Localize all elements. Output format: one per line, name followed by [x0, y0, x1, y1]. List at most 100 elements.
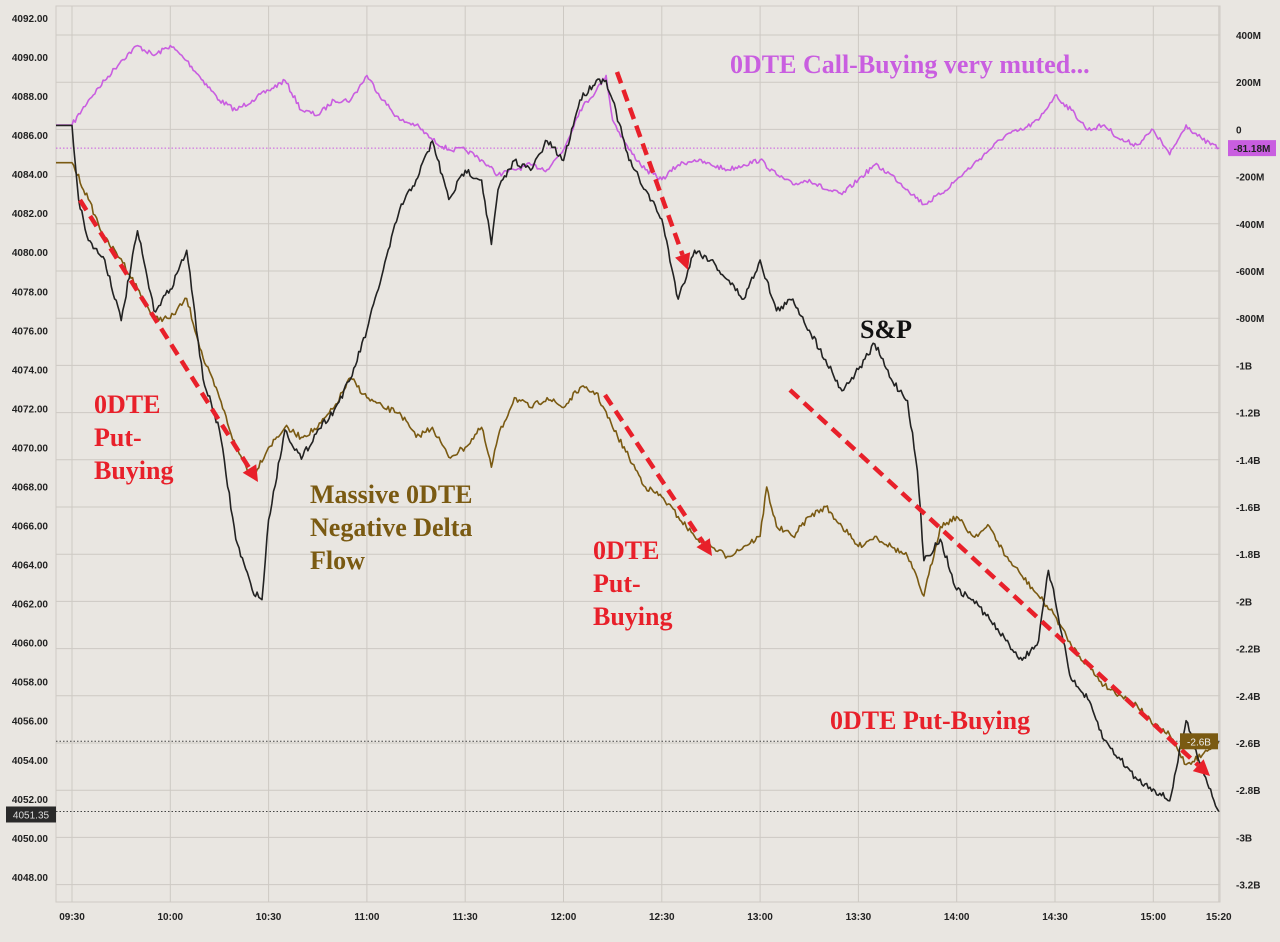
annotation-text: S&P [860, 315, 912, 344]
delta-last-value-text: -2.6B [1187, 737, 1211, 748]
x-tick-label: 10:00 [158, 912, 184, 923]
x-tick-label: 11:30 [453, 912, 478, 923]
left-tick-label: 4080.00 [12, 248, 49, 259]
annotation-line: Flow [310, 546, 365, 575]
left-tick-label: 4056.00 [12, 717, 49, 728]
right-tick-label: -2.2B [1236, 645, 1260, 656]
right-tick-label: -800M [1236, 314, 1264, 325]
annotation-line: Buying [94, 456, 174, 485]
left-tick-label: 4092.00 [12, 14, 49, 25]
left-tick-label: 4052.00 [12, 795, 49, 806]
x-tick-label: 12:00 [551, 912, 577, 923]
right-tick-label: -400M [1236, 220, 1264, 231]
left-tick-label: 4054.00 [12, 756, 49, 767]
x-tick-label: 15:00 [1141, 912, 1167, 923]
arrow-head-icon [242, 464, 258, 482]
left-tick-label: 4048.00 [12, 873, 49, 884]
red-dashed-arrow [788, 388, 1200, 767]
right-tick-label: -200M [1236, 173, 1264, 184]
right-tick-label: -2.6B [1236, 739, 1260, 750]
annotation-text: 0DTE Put- Buying [593, 536, 673, 631]
annotation-line: 0DTE Call-Buying very muted... [730, 50, 1090, 79]
delta-flow-line [56, 161, 1220, 766]
right-tick-label: -3.2B [1236, 881, 1260, 892]
annotation-text: 0DTE Call-Buying very muted... [730, 50, 1090, 79]
annotation-text: 0DTE Put- Buying [94, 390, 174, 485]
left-tick-label: 4090.00 [12, 53, 49, 64]
annotation-line: 0DTE [593, 536, 659, 565]
x-tick-label: 15:20 [1206, 912, 1232, 923]
annotation-line: Negative Delta [310, 513, 472, 542]
left-tick-label: 4050.00 [12, 834, 49, 845]
red-dashed-arrow [603, 393, 706, 544]
annotation-line: Put- [593, 569, 641, 598]
annotation-text: 0DTE Put-Buying [830, 706, 1030, 735]
left-tick-label: 4076.00 [12, 326, 49, 337]
arrow-head-icon [696, 538, 712, 556]
annotation-line: 0DTE [94, 390, 160, 419]
right-axis: 400M 200M 0 -200M -400M -600M -800M -1B -1.2B -1.… [1236, 31, 1264, 892]
grid [55, 5, 1221, 903]
left-tick-label: 4058.00 [12, 678, 49, 689]
arrow-head-icon [1192, 759, 1210, 776]
annotation-line: Put- [94, 423, 142, 452]
annotation-arrows [78, 71, 1210, 776]
annotation-line: Buying [593, 602, 673, 631]
right-tick-label: -3B [1236, 833, 1252, 844]
left-tick-label: 4084.00 [12, 170, 49, 181]
left-tick-label: 4086.00 [12, 131, 49, 142]
right-tick-label: -1B [1236, 361, 1252, 372]
right-tick-label: -2.4B [1236, 692, 1260, 703]
x-axis: 09:30 10:00 10:30 11:00 11:30 12:00 12:30 13:00… [59, 912, 1232, 923]
annotations: 0DTE Put- Buying Massive 0DTE Negative Delta… [94, 50, 1090, 735]
left-tick-label: 4068.00 [12, 482, 49, 493]
right-tick-label: -2.8B [1236, 786, 1260, 797]
calls-last-value-badge [1228, 140, 1276, 157]
left-tick-label: 4064.00 [12, 561, 49, 572]
red-dashed-arrow [78, 198, 252, 470]
red-dashed-arrow [614, 71, 685, 256]
right-tick-label: -1.2B [1236, 409, 1260, 420]
annotation-line: Massive 0DTE [310, 480, 473, 509]
plot-frame [55, 5, 1221, 903]
left-axis: 4092.00 4090.00 4088.00 4086.00 4084.00 4082.… [12, 14, 49, 884]
call-buying-line [56, 44, 1220, 206]
right-tick-label: 200M [1236, 78, 1261, 89]
annotation-line: 0DTE Put-Buying [830, 706, 1030, 735]
right-tick-label: -1.6B [1236, 503, 1260, 514]
arrow-head-icon [675, 252, 691, 270]
delta-last-value-badge [1180, 733, 1218, 750]
right-tick-label: -1.4B [1236, 456, 1260, 467]
right-tick-label: -600M [1236, 267, 1264, 278]
series-group [56, 44, 1220, 812]
left-tick-label: 4066.00 [12, 522, 49, 533]
left-tick-label: 4074.00 [12, 365, 49, 376]
x-tick-label: 12:30 [649, 912, 675, 923]
sp-last-value-text: 4051.35 [13, 810, 50, 821]
right-tick-label: -1.8B [1236, 550, 1260, 561]
x-tick-label: 14:00 [944, 912, 970, 923]
annotation-line: S&P [860, 315, 912, 344]
right-tick-label: -2B [1236, 597, 1252, 608]
annotation-text: Massive 0DTE Negative Delta Flow [310, 480, 473, 575]
sp-line [56, 78, 1220, 812]
right-tick-label: 400M [1236, 31, 1261, 42]
left-tick-label: 4070.00 [12, 443, 49, 454]
sp-last-value-badge [6, 806, 56, 823]
x-tick-label: 13:30 [846, 912, 872, 923]
left-tick-label: 4078.00 [12, 287, 49, 298]
right-tick-label: 0 [1236, 125, 1242, 136]
left-tick-label: 4072.00 [12, 404, 49, 415]
left-tick-label: 4062.00 [12, 600, 49, 611]
x-tick-label: 14:30 [1042, 912, 1068, 923]
left-tick-label: 4088.00 [12, 92, 49, 103]
left-tick-label: 4082.00 [12, 209, 49, 220]
x-tick-label: 11:00 [354, 912, 379, 923]
x-tick-label: 13:00 [747, 912, 773, 923]
x-tick-label: 09:30 [59, 912, 85, 923]
last-value-labels: 4051.35 -2.6B -81.18M [6, 140, 1276, 823]
left-tick-label: 4060.00 [12, 639, 49, 650]
calls-last-value-text: -81.18M [1234, 144, 1271, 155]
x-tick-label: 10:30 [256, 912, 282, 923]
